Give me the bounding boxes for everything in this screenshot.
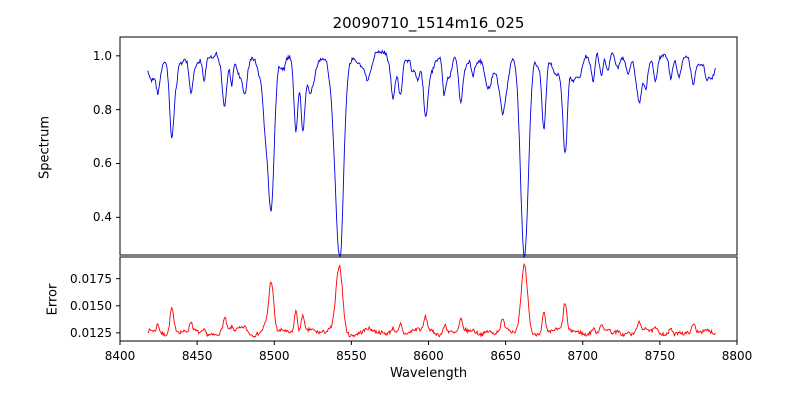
y-tick-label-error: 0.0175 [70,271,112,286]
x-tick-label: 8650 [490,349,521,363]
spectrum-line [147,49,716,259]
y-tick-label-error: 0.0150 [70,298,112,313]
x-tick-label: 8400 [104,349,136,363]
x-tick-label: 8600 [413,349,444,363]
y-tick-label-spectrum: 0.6 [92,156,112,171]
x-tick-label: 8700 [567,349,599,363]
y-tick-label-spectrum: 1.0 [92,48,112,63]
x-tick-label: 8750 [644,349,676,363]
chart-title: 20090710_1514m16_025 [332,14,525,32]
x-tick-label: 8550 [336,349,367,363]
y-tick-label-spectrum: 0.4 [92,210,112,225]
x-tick-label: 8450 [181,349,213,363]
spectrum-axes-box [119,36,738,256]
x-tick-label: 8500 [258,349,290,363]
y-tick-label-spectrum: 0.8 [92,102,112,117]
error-line [147,262,716,338]
x-axis-label: Wavelength [389,366,468,381]
y-tick-label-error: 0.0125 [70,325,112,340]
x-tick-label: 8800 [721,349,753,363]
